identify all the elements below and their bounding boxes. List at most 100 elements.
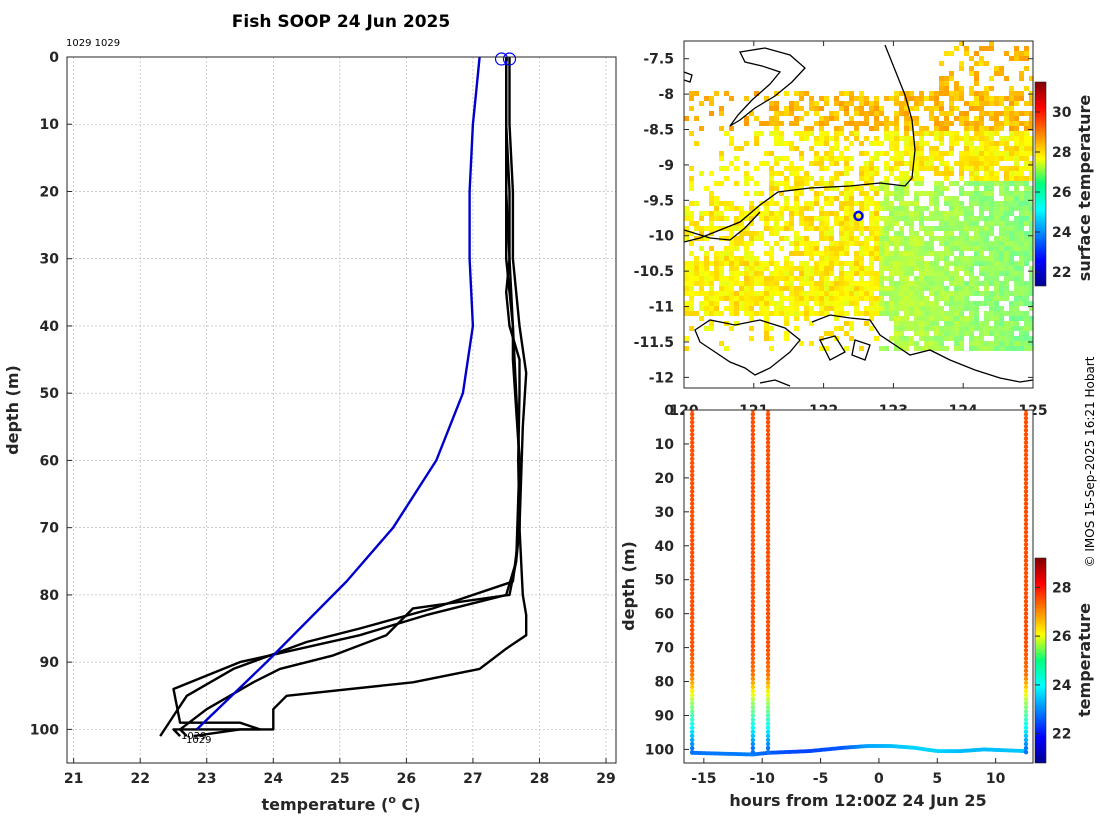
map-sst-cell (769, 311, 774, 316)
map-sst-cell (884, 121, 889, 126)
map-sst-cell (769, 276, 774, 281)
map-sst-cell (944, 211, 949, 216)
map-sst-cell (874, 221, 879, 226)
map-sst-cell (734, 291, 739, 296)
map-sst-cell (729, 126, 734, 131)
section-dot (689, 599, 695, 604)
map-sst-cell (949, 171, 954, 176)
map-sst-cell (854, 241, 859, 246)
section-dot (765, 420, 771, 425)
map-sst-cell (854, 296, 859, 301)
map-sst-cell (989, 256, 994, 261)
map-sst-cell (949, 276, 954, 281)
map-sst-cell (754, 271, 759, 276)
map-sst-cell (869, 296, 874, 301)
map-sst-cell (819, 206, 824, 211)
map-sst-cell (884, 151, 889, 156)
map-sst-cell (894, 221, 899, 226)
map-sst-cell (919, 96, 924, 101)
map-sst-cell (994, 316, 999, 321)
section-dot (1023, 688, 1029, 694)
section-colorbar (1034, 557, 1047, 764)
map-sst-cell (694, 261, 699, 266)
map-sst-cell (944, 126, 949, 131)
section-dot (765, 696, 771, 702)
map-sst-cell (984, 201, 989, 206)
map-sst-cell (974, 186, 979, 191)
map-sst-cell (859, 206, 864, 211)
map-sst-cell (984, 61, 989, 66)
section-dot (1023, 517, 1029, 523)
map-sst-cell (824, 281, 829, 286)
map-sst-cell (1004, 226, 1009, 231)
map-sst-cell (924, 336, 929, 341)
map-sst-cell (974, 181, 979, 186)
map-sst-cell (784, 271, 789, 276)
map-sst-cell (924, 166, 929, 171)
map-sst-cell (914, 286, 919, 291)
map-sst-cell (784, 306, 789, 311)
map-sst-cell (1029, 121, 1033, 126)
map-sst-cell (979, 191, 984, 196)
map-sst-cell (734, 266, 739, 271)
map-sst-cell (729, 306, 734, 311)
map-sst-cell (1024, 161, 1029, 166)
map-sst-cell (894, 251, 899, 256)
section-dot (1023, 749, 1029, 755)
map-sst-cell (769, 176, 774, 181)
map-sst-cell (689, 96, 694, 101)
map-sst-cell (899, 176, 904, 181)
map-sst-cell (859, 286, 864, 291)
map-sst-cell (804, 131, 809, 136)
map-sst-cell (964, 206, 969, 211)
section-dot (689, 749, 695, 755)
map-sst-cell (919, 306, 924, 311)
map-sst-cell (794, 146, 799, 151)
section-dot (689, 619, 695, 624)
map-sst-cell (894, 256, 899, 261)
map-sst-cell (984, 326, 989, 331)
map-sst-cell (979, 151, 984, 156)
section-dot (1023, 501, 1029, 506)
map-sst-cell (699, 271, 704, 276)
map-sst-cell (904, 161, 909, 166)
map-sst-cell (794, 176, 799, 181)
map-sst-cell (739, 231, 744, 236)
map-sst-cell (994, 281, 999, 286)
map-sst-cell (749, 281, 754, 286)
map-sst-cell (824, 256, 829, 261)
map-sst-cell (979, 206, 984, 211)
map-sst-cell (774, 111, 779, 116)
map-sst-cell (824, 196, 829, 201)
map-sst-cell (819, 311, 824, 316)
map-sst-cell (819, 116, 824, 121)
map-sst-cell (954, 306, 959, 311)
map-sst-cell (859, 241, 864, 246)
map-sst-cell (949, 246, 954, 251)
map-sst-cell (999, 316, 1004, 321)
map-sst-cell (834, 311, 839, 316)
map-sst-cell (834, 171, 839, 176)
map-sst-cell (739, 211, 744, 216)
map-sst-cell (884, 176, 889, 181)
map-sst-cell (864, 241, 869, 246)
map-sst-cell (704, 211, 709, 216)
section-dot (765, 648, 771, 653)
map-sst-cell (689, 181, 694, 186)
map-sst-cell (1024, 126, 1029, 131)
map-sst-cell (714, 291, 719, 296)
map-sst-cell (784, 276, 789, 281)
map-sst-cell (934, 216, 939, 221)
map-sst-cell (974, 176, 979, 181)
map-sst-cell (994, 171, 999, 176)
map-sst-cell (874, 226, 879, 231)
map-sst-cell (749, 251, 754, 256)
profile-y-tick-label: 50 (40, 386, 60, 402)
map-sst-cell (1009, 261, 1014, 266)
map-sst-cell (744, 191, 749, 196)
section-dot (689, 521, 695, 527)
map-sst-cell (959, 121, 964, 126)
map-sst-cell (974, 261, 979, 266)
map-sst-cell (864, 96, 869, 101)
map-sst-cell (789, 281, 794, 286)
